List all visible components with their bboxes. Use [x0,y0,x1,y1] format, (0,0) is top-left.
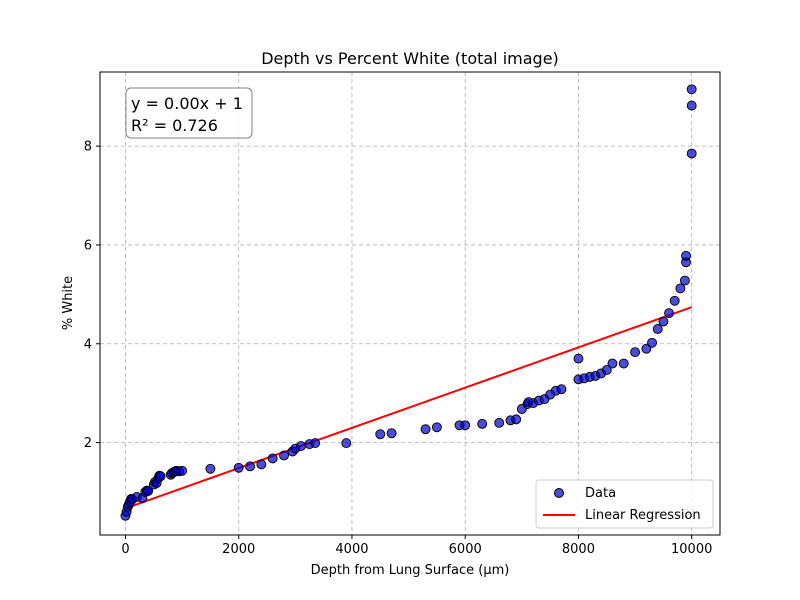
legend-box [535,479,714,529]
data-point [386,428,397,439]
data-point [686,100,697,111]
data-point [431,422,442,433]
legend-label-data: Data [585,486,616,501]
equation-line: y = 0.00x + 1 [131,94,243,113]
data-point [607,358,618,369]
r-squared-line: R² = 0.726 [131,116,218,135]
y-tick-label: 6 [84,238,92,253]
x-tick-label: 8000 [562,542,595,557]
y-tick-label: 2 [84,436,92,451]
data-point [511,414,522,425]
data-point [664,308,674,319]
y-axis-ticks: 2 4 6 8 [84,140,100,451]
data-point [573,353,584,364]
data-point [601,365,612,375]
chart-title: Depth vs Percent White (total image) [261,49,559,68]
data-point [556,384,567,395]
x-tick-label: 10000 [671,542,712,557]
regression-line-layer [125,306,693,510]
data-point [658,316,669,327]
y-tick-label: 4 [84,337,92,352]
data-point [681,250,691,261]
x-axis-label: Depth from Lung Surface (μm) [311,563,510,578]
x-tick-label: 6000 [449,542,482,557]
data-point [155,471,166,482]
grid [100,72,720,535]
data-point [669,295,680,306]
y-axis-label: % White [61,276,76,330]
data-point [494,417,505,428]
data-point [177,465,188,476]
data-point [460,420,471,431]
data-point [296,441,306,452]
legend-label-regression: Linear Regression [585,508,701,523]
regression-line [125,306,693,510]
data-point [641,343,652,354]
data-point [279,450,289,461]
y-tick-label: 8 [84,140,92,155]
data-point [233,462,244,473]
equation-box [125,87,253,139]
x-tick-label: 4000 [335,542,368,557]
data-point [679,275,690,286]
data-point [686,84,697,95]
x-tick-label: 0 [121,542,129,557]
data-point [652,323,663,334]
data-point [630,347,641,358]
data-points [120,84,697,521]
data-point [310,438,321,449]
data-point [205,463,216,474]
data-point [686,148,697,159]
data-point [618,358,629,369]
data-point [675,283,686,294]
plot-frame [99,71,721,536]
legend: Data Linear Regression [535,479,714,529]
data-point [267,453,278,464]
legend-marker-data [554,488,564,498]
data-point [143,486,154,496]
data-point [477,418,488,429]
x-tick-label: 2000 [222,542,255,557]
data-point [375,429,386,440]
data-point [341,438,352,449]
data-point [647,337,658,348]
data-point [245,461,255,472]
data-point [256,459,267,470]
x-axis-ticks: 0 2000 4000 6000 8000 10000 [121,535,712,557]
equation-annotation: y = 0.00x + 1 R² = 0.726 [125,87,253,139]
data-point [420,424,431,435]
